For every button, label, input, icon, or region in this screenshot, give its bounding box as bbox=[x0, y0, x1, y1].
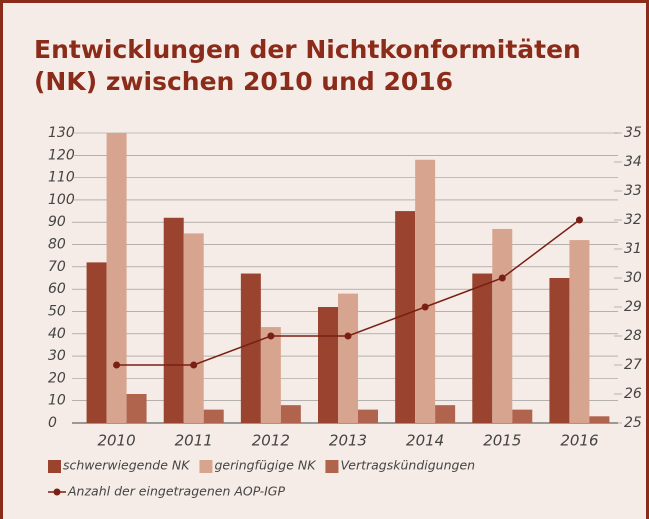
chart-title: Entwicklungen der Nichtkonformitäten (NK… bbox=[34, 35, 581, 96]
bar bbox=[589, 416, 610, 423]
y-tick-label: 130 bbox=[48, 125, 75, 141]
bar bbox=[318, 307, 338, 423]
y-tick-label: 10 bbox=[48, 393, 66, 409]
y-tick-label: 70 bbox=[48, 259, 66, 275]
x-tick-label: 2016 bbox=[560, 432, 598, 450]
y2-tick-label: 26 bbox=[624, 386, 642, 402]
line-marker bbox=[421, 303, 429, 311]
y-tick-label: 40 bbox=[48, 326, 66, 342]
y2-tick-label: 32 bbox=[624, 212, 642, 228]
bar bbox=[549, 278, 570, 423]
y-tick-label: 0 bbox=[48, 415, 57, 431]
x-tick-label: 2012 bbox=[252, 432, 290, 450]
line-marker bbox=[498, 274, 506, 282]
y-tick-label: 110 bbox=[48, 170, 75, 186]
y2-tick-label: 33 bbox=[624, 183, 642, 199]
bar bbox=[126, 394, 147, 423]
bar bbox=[86, 262, 107, 423]
x-tick-label: 2015 bbox=[483, 432, 521, 450]
line-marker bbox=[267, 332, 275, 340]
y2-tick-label: 35 bbox=[624, 125, 642, 141]
y-tick-label: 50 bbox=[48, 303, 66, 319]
legend-label: geringfügige NK bbox=[214, 458, 317, 473]
bar bbox=[203, 409, 224, 423]
legend-swatch bbox=[325, 460, 339, 473]
y2-tick-label: 31 bbox=[624, 241, 642, 257]
y-tick-label: 120 bbox=[48, 147, 75, 163]
line-marker bbox=[113, 361, 121, 369]
y-tick-label: 20 bbox=[48, 370, 66, 386]
bar bbox=[106, 133, 127, 423]
bar bbox=[395, 211, 416, 423]
bar bbox=[435, 405, 456, 423]
y2-tick-label: 27 bbox=[624, 357, 642, 373]
line-marker bbox=[575, 216, 583, 224]
x-tick-label: 2011 bbox=[175, 432, 213, 450]
bar bbox=[183, 233, 204, 423]
bar bbox=[338, 293, 358, 423]
bar bbox=[569, 240, 590, 423]
bar bbox=[358, 409, 378, 423]
x-tick-label: 2013 bbox=[329, 432, 367, 450]
line-marker bbox=[190, 361, 198, 369]
y2-tick-label: 28 bbox=[624, 328, 642, 344]
bar bbox=[240, 273, 261, 423]
bar bbox=[472, 273, 493, 423]
y-tick-label: 100 bbox=[48, 192, 75, 208]
x-tick-label: 2010 bbox=[97, 432, 135, 450]
y-tick-label: 30 bbox=[48, 348, 66, 364]
bar bbox=[415, 159, 436, 423]
bar bbox=[260, 327, 281, 423]
y2-tick-label: 34 bbox=[624, 154, 642, 170]
y-tick-label: 90 bbox=[48, 214, 66, 230]
bar bbox=[492, 228, 513, 423]
legend-label: Anzahl der eingetragenen AOP-IGP bbox=[67, 484, 285, 499]
bar bbox=[280, 405, 301, 423]
y-tick-label: 80 bbox=[48, 237, 66, 253]
bar bbox=[512, 409, 533, 423]
legend-swatch bbox=[199, 460, 213, 473]
legend-swatch bbox=[48, 460, 61, 473]
legend-label: schwerwiegende NK bbox=[63, 458, 191, 473]
y2-tick-label: 30 bbox=[624, 270, 642, 286]
y2-tick-label: 25 bbox=[624, 415, 642, 431]
y2-tick-label: 29 bbox=[624, 299, 642, 315]
legend-marker bbox=[53, 488, 61, 496]
bar bbox=[163, 217, 184, 423]
y-tick-label: 60 bbox=[48, 281, 66, 297]
legend-label: Vertragskündigungen bbox=[340, 458, 475, 473]
line-marker bbox=[344, 332, 352, 340]
x-tick-label: 2014 bbox=[406, 432, 444, 450]
